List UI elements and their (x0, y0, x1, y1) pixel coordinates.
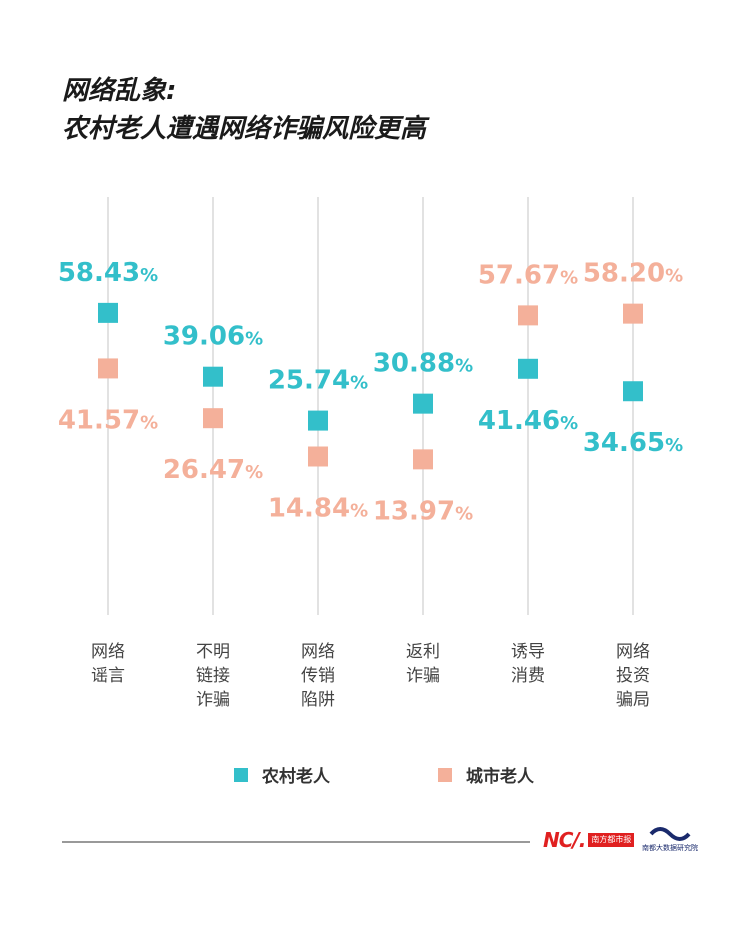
data-label-urban-2: 14.84% (268, 494, 368, 524)
data-label-rural-0: 58.43% (58, 258, 158, 288)
marker-urban-3 (413, 449, 433, 470)
data-label-rural-2: 25.74% (268, 366, 368, 396)
legend-label-urban: 城市老人 (466, 767, 534, 787)
x-tick-label-1-0: 不明 (196, 642, 230, 662)
legend-swatch-urban (438, 767, 452, 782)
data-label-urban-3: 13.97% (373, 496, 473, 526)
marker-urban-1 (203, 408, 223, 429)
footer-divider (62, 841, 530, 843)
x-tick-label-5-1: 投资 (616, 666, 650, 686)
x-tick-label-3-0: 返利 (406, 642, 440, 662)
institute-wave-icon (649, 827, 691, 841)
title-line-1: 网络乱象: (62, 76, 177, 106)
marker-urban-5 (623, 303, 643, 324)
data-label-urban-1: 26.47% (163, 455, 263, 485)
x-tick-label-1-1: 链接 (196, 666, 230, 686)
x-tick-label-4-1: 消费 (511, 666, 545, 686)
marker-rural-5 (623, 381, 643, 402)
legend-label-rural: 农村老人 (262, 767, 330, 787)
x-tick-label-2-0: 网络 (301, 642, 335, 662)
title-line-2: 农村老人遭遇网络诈骗风险更高 (62, 114, 427, 144)
nandu-logo-box: 南方都市报 (588, 833, 635, 847)
marker-rural-0 (98, 302, 118, 323)
nandu-logo: NC/. 南方都市报 (543, 828, 635, 852)
data-label-urban-5: 58.20% (583, 259, 683, 289)
x-tick-label-5-0: 网络 (616, 642, 650, 662)
nandu-logo-mark: NC/. (543, 828, 586, 852)
x-tick-label-2-2: 陷阱 (301, 690, 335, 710)
data-label-rural-3: 30.88% (373, 349, 473, 379)
x-tick-label-0-1: 谣言 (91, 666, 125, 686)
marker-rural-2 (308, 410, 328, 431)
marker-rural-1 (203, 366, 223, 387)
data-label-rural-4: 41.46% (478, 406, 578, 436)
marker-rural-4 (518, 358, 538, 379)
x-tick-label-2-1: 传销 (301, 666, 335, 686)
data-label-rural-1: 39.06% (163, 322, 263, 352)
marker-urban-2 (308, 446, 328, 467)
legend-swatch-rural (234, 767, 248, 782)
dot-plot-chart: 网络谣言不明链接诈骗网络传销陷阱返利诈骗诱导消费网络投资骗局58.43%39.0… (58, 197, 683, 710)
institute-logo: 南都大数据研究院 (640, 826, 700, 853)
marker-urban-4 (518, 305, 538, 326)
institute-name: 南都大数据研究院 (642, 844, 698, 852)
data-label-urban-0: 41.57% (58, 405, 158, 435)
data-label-urban-4: 57.67% (478, 260, 578, 290)
marker-urban-0 (98, 358, 118, 379)
chart-title: 网络乱象: 农村老人遭遇网络诈骗风险更高 (62, 72, 426, 148)
x-tick-label-3-1: 诈骗 (406, 666, 440, 686)
legend-item-urban: 城市老人 (438, 762, 534, 787)
x-tick-label-1-2: 诈骗 (196, 690, 230, 710)
x-tick-label-4-0: 诱导 (511, 642, 545, 662)
x-tick-label-5-2: 骗局 (616, 690, 650, 710)
marker-rural-3 (413, 393, 433, 414)
data-label-rural-5: 34.65% (583, 428, 683, 458)
legend: 农村老人 城市老人 (0, 762, 751, 787)
x-tick-label-0-0: 网络 (91, 642, 125, 662)
legend-item-rural: 农村老人 (234, 762, 330, 787)
